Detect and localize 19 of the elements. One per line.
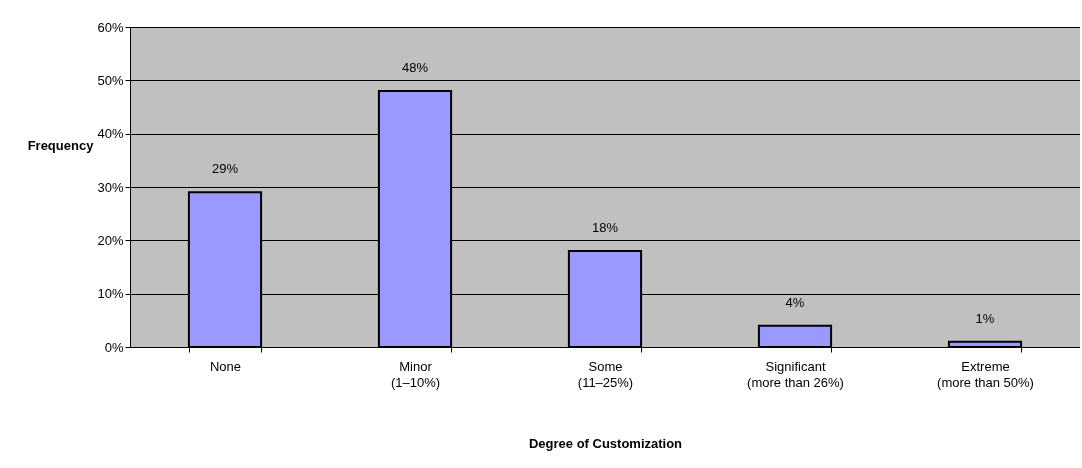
y-tick-label: 30%: [97, 179, 124, 195]
y-tick-label: 10%: [97, 286, 124, 302]
y-tick-label: 40%: [97, 126, 124, 142]
y-tick-label: 50%: [97, 72, 124, 88]
x-tick-label: Minor (1–10%): [390, 358, 441, 390]
y-tick-label: 20%: [97, 232, 124, 248]
data-label: 18%: [591, 220, 619, 235]
x-tick-label: None: [209, 358, 242, 374]
y-axis-title: Frequency: [27, 137, 95, 153]
x-axis-title: Degree of Customization: [528, 435, 683, 451]
x-tick-label: Extreme (more than 50%): [937, 358, 1034, 390]
x-tick-label: Significant (more than 26%): [747, 358, 844, 390]
data-label: 4%: [785, 294, 805, 310]
data-label: 48%: [401, 60, 429, 75]
data-label: 1%: [975, 310, 995, 326]
x-tick-label: Some (11–25%): [577, 358, 634, 390]
y-tick-label: 0%: [104, 339, 124, 355]
data-label: 29%: [211, 161, 239, 177]
y-tick-label: 60%: [97, 19, 124, 35]
